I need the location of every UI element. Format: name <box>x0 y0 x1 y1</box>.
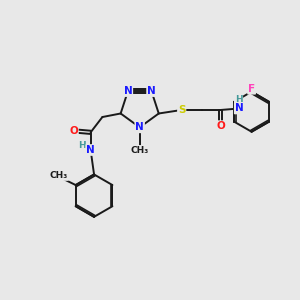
Text: N: N <box>86 145 95 155</box>
Text: CH₃: CH₃ <box>130 146 149 155</box>
Text: N: N <box>124 86 132 96</box>
Text: S: S <box>178 105 185 115</box>
Text: N: N <box>235 103 244 113</box>
Text: CH₃: CH₃ <box>50 171 68 180</box>
Text: O: O <box>217 121 225 131</box>
Text: N: N <box>135 122 144 132</box>
Text: N: N <box>147 86 156 96</box>
Text: H: H <box>235 95 242 104</box>
Text: O: O <box>69 126 78 136</box>
Text: H: H <box>78 141 85 150</box>
Text: F: F <box>248 84 255 94</box>
